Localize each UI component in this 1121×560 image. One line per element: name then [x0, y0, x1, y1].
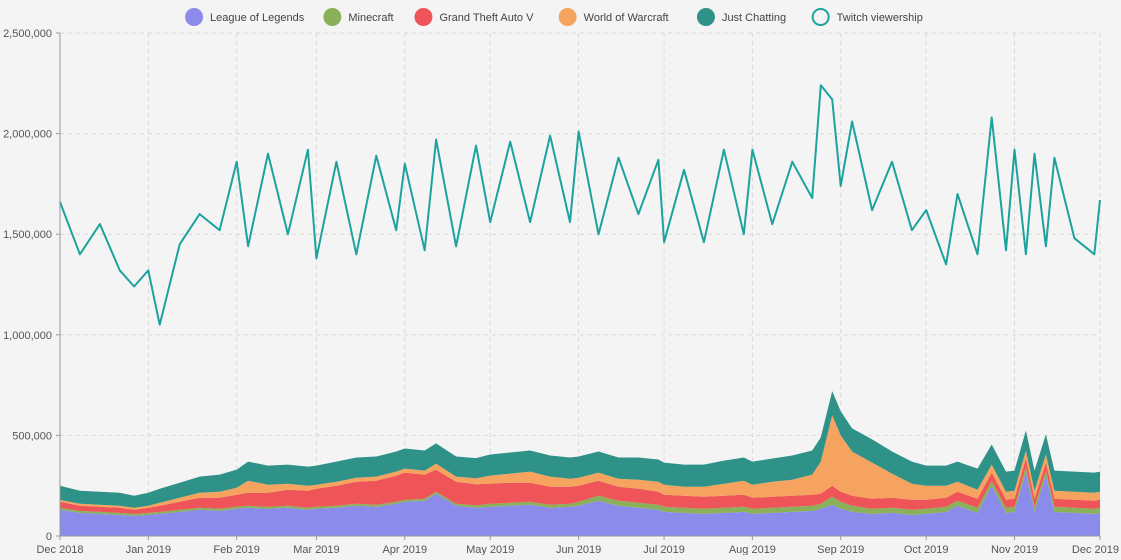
x-tick-label: Apr 2019	[382, 544, 427, 555]
area-league-of-legends	[60, 471, 1100, 536]
area-grand-theft-auto-v	[60, 458, 1100, 514]
legend-label: Minecraft	[348, 12, 393, 24]
legend-swatch	[811, 8, 830, 26]
y-tick-label: 2,000,000	[3, 129, 52, 141]
area-world-of-warcraft	[60, 415, 1100, 510]
x-tick-label: Sep 2019	[817, 544, 864, 555]
legend: League of Legends Minecraft Grand Theft Au…	[185, 8, 923, 26]
legend-item-league-of-legends: League of Legends	[185, 8, 305, 26]
legend-label: League of Legends	[210, 12, 305, 24]
legend-item-world-of-warcraft: World of Warcraft	[558, 8, 669, 26]
y-tick-label: 1,500,000	[3, 229, 52, 241]
y-tick-label: 0	[46, 531, 52, 543]
line-twitch-viewership	[59, 84, 1101, 326]
x-tick-label: Jun 2019	[556, 544, 601, 555]
x-tick-label: Aug 2019	[729, 544, 776, 555]
x-tick-label: Feb 2019	[213, 544, 259, 555]
axes: 0 500,000 1,000,000 1,500,000 2,000,000 2,500…	[3, 28, 1119, 556]
area-minecraft	[60, 466, 1100, 516]
legend-swatch	[185, 8, 204, 26]
legend-swatch	[696, 8, 715, 26]
x-tick-label: Nov 2019	[991, 544, 1038, 555]
y-tick-label: 1,000,000	[3, 330, 52, 342]
x-tick-label: Jan 2019	[126, 544, 171, 555]
legend-label: Twitch viewership	[837, 12, 923, 24]
line-series	[59, 84, 1101, 326]
y-tick-label: 500,000	[12, 430, 52, 442]
stacked-areas	[60, 391, 1100, 536]
legend-item-minecraft: Minecraft	[323, 8, 394, 26]
legend-item-just-chatting: Just Chatting	[696, 8, 786, 26]
legend-item-grand-theft-auto-v: Grand Theft Auto V	[414, 8, 534, 26]
legend-swatch	[558, 8, 577, 26]
legend-label: Just Chatting	[722, 12, 786, 24]
legend-item-twitch-viewership: Twitch viewership	[811, 8, 923, 26]
x-tick-label: May 2019	[466, 544, 514, 555]
x-tick-label: Dec 2019	[1072, 544, 1119, 555]
legend-label: Grand Theft Auto V	[439, 12, 534, 24]
x-tick-label: Dec 2018	[36, 544, 83, 555]
area-just-chatting	[60, 391, 1100, 508]
y-tick-label: 2,500,000	[3, 28, 52, 40]
legend-swatch	[323, 8, 342, 26]
x-tick-label: Jul 2019	[643, 544, 685, 555]
legend-swatch	[414, 8, 433, 26]
x-tick-label: Mar 2019	[293, 544, 339, 555]
legend-label: World of Warcraft	[584, 12, 669, 24]
x-tick-label: Oct 2019	[904, 544, 949, 555]
